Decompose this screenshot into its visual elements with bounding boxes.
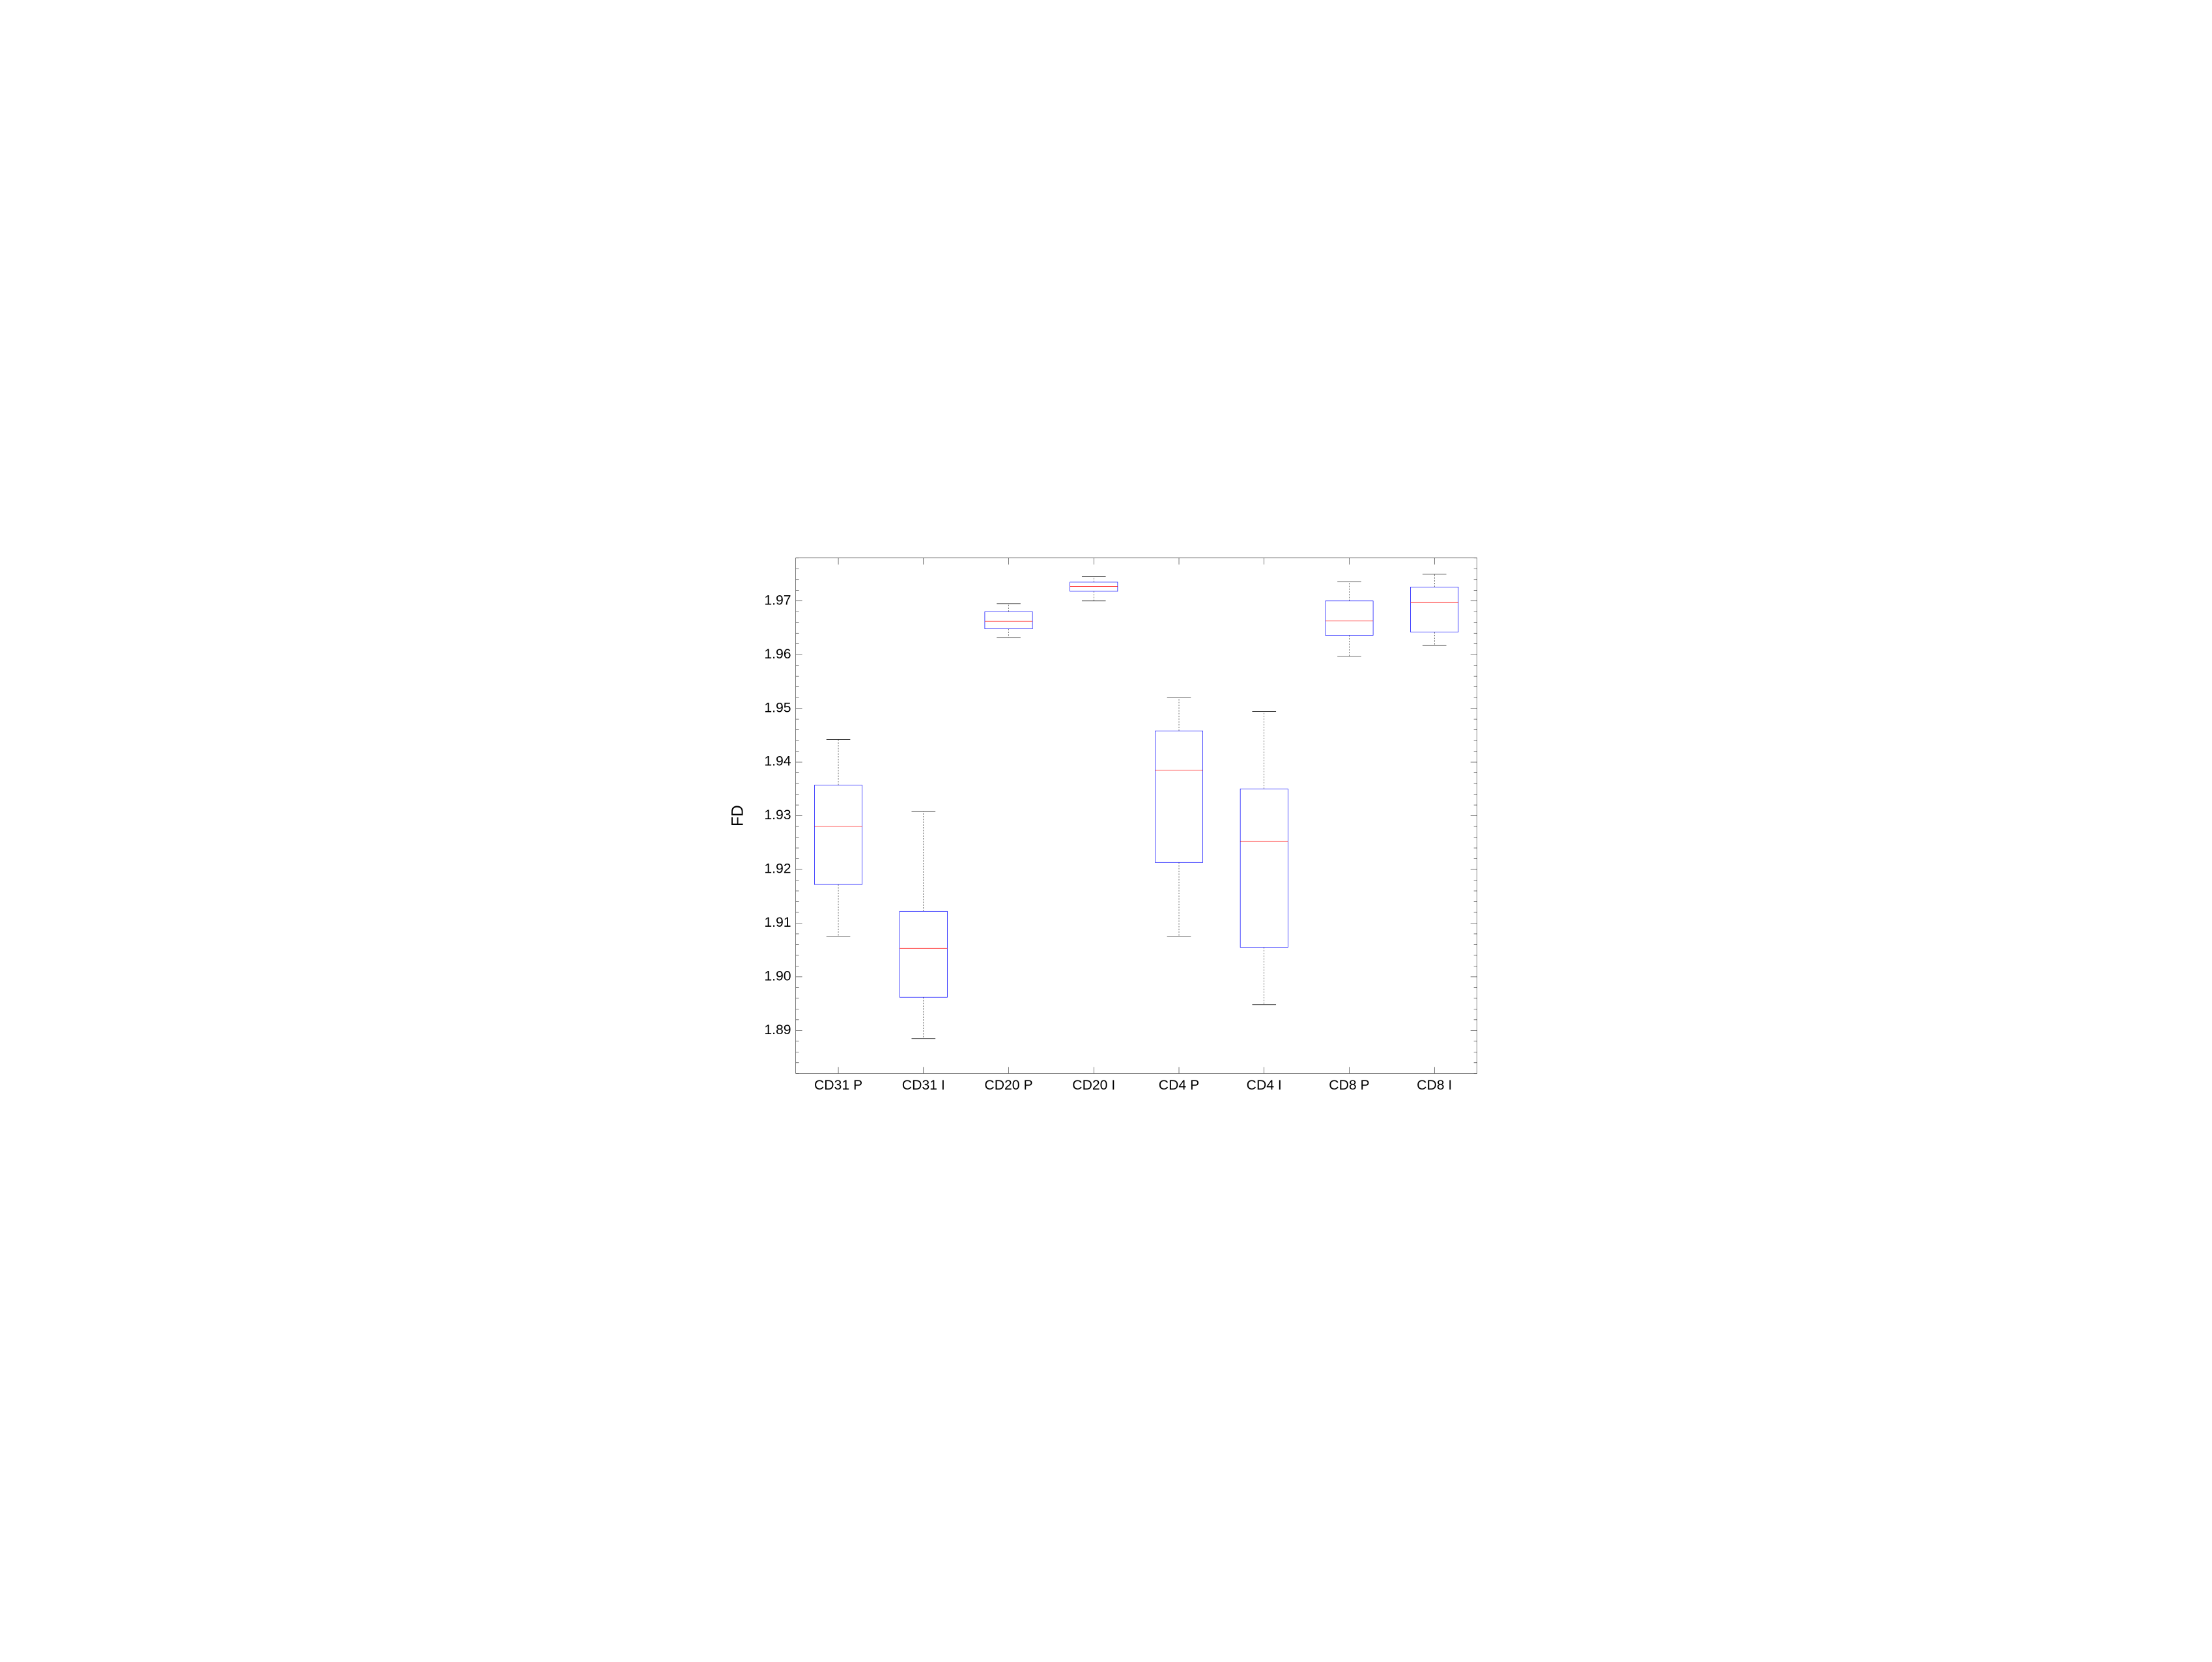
y-tick-label: 1.94: [764, 754, 791, 769]
y-tick-label: 1.93: [764, 808, 791, 823]
y-axis-title: FD: [729, 805, 746, 826]
x-tick-label: CD4 I: [1247, 1078, 1282, 1093]
x-tick-label: CD4 P: [1159, 1078, 1199, 1093]
y-tick-label: 1.89: [764, 1022, 791, 1037]
y-tick-label: 1.97: [764, 593, 791, 608]
y-tick-label: 1.92: [764, 862, 791, 877]
x-tick-label: CD20 I: [1072, 1078, 1115, 1093]
boxplot-chart: 1.89 1.90 1.91 1.92 1.93 1.94 1.95 1.96 1.97 FD CD…: [715, 537, 1497, 1125]
x-tick-label: CD20 P: [984, 1078, 1032, 1093]
x-tick-label: CD8 P: [1329, 1078, 1369, 1093]
x-tick-label: CD31 P: [814, 1078, 862, 1093]
y-tick-label: 1.96: [764, 647, 791, 662]
x-tick-label: CD31 I: [902, 1078, 945, 1093]
chart-svg: 1.89 1.90 1.91 1.92 1.93 1.94 1.95 1.96 1.97 FD CD…: [715, 537, 1497, 1125]
x-tick-label: CD8 I: [1417, 1078, 1452, 1093]
y-tick-label: 1.90: [764, 969, 791, 984]
y-tick-label: 1.95: [764, 700, 791, 715]
y-tick-label: 1.91: [764, 915, 791, 930]
